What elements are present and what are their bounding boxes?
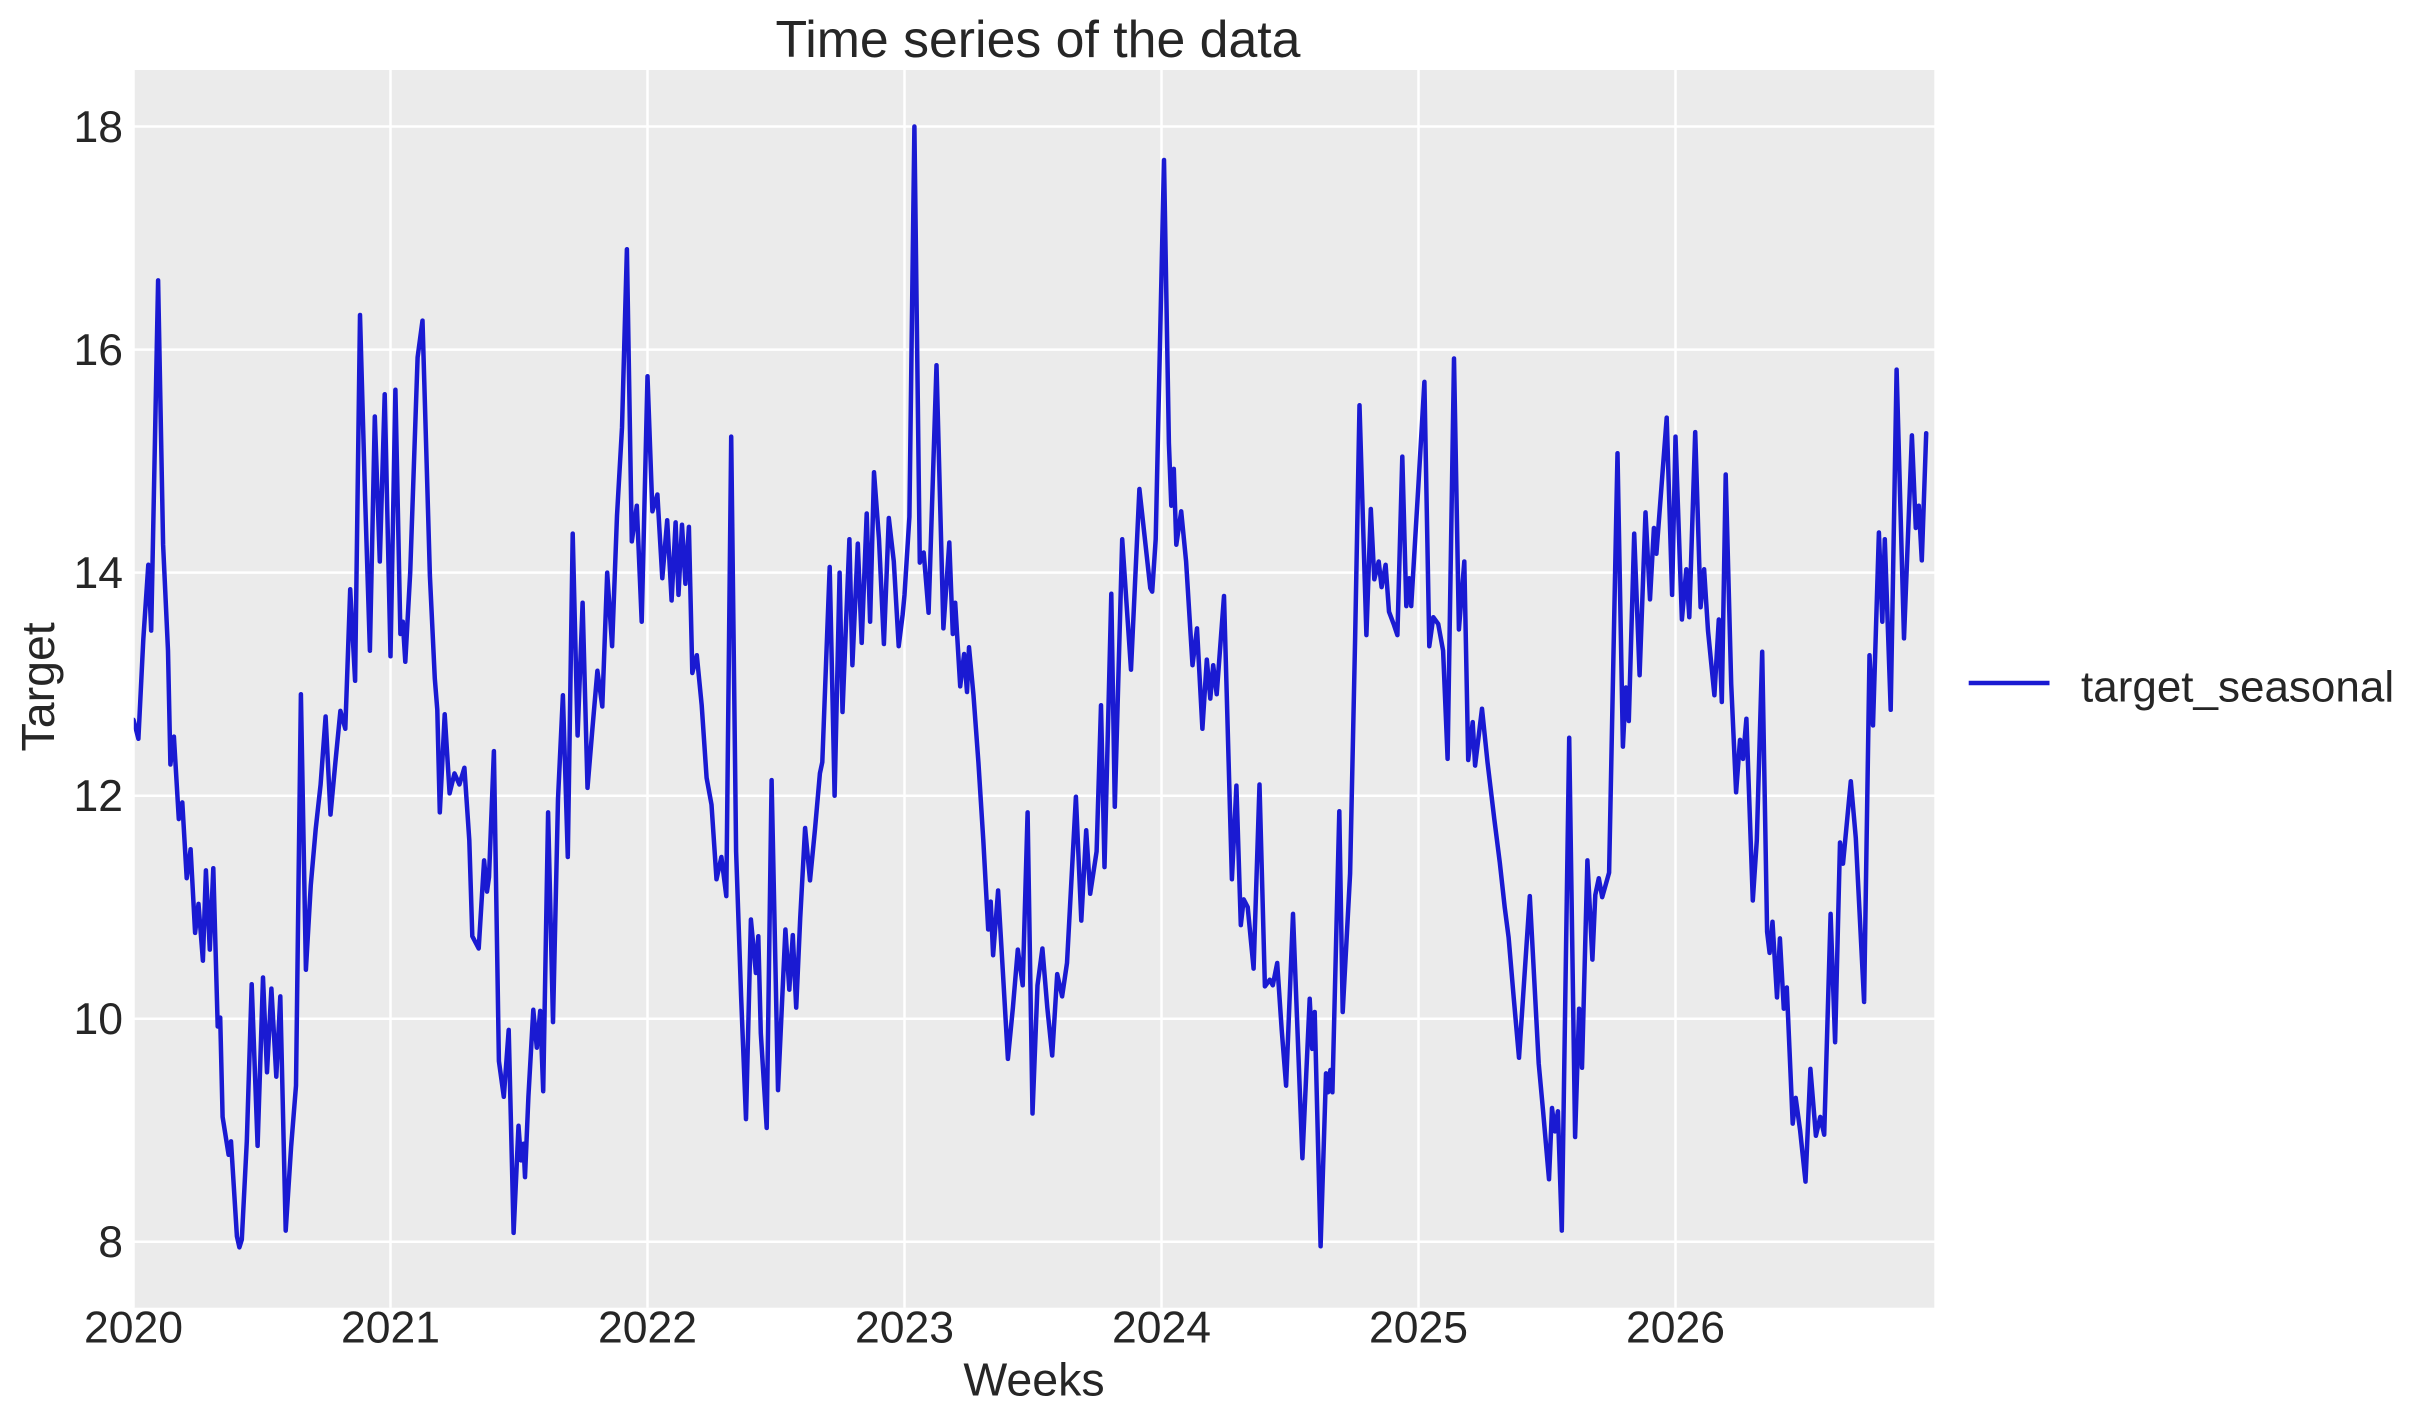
svg-text:12: 12 xyxy=(74,772,124,821)
svg-text:18: 18 xyxy=(74,103,124,152)
svg-text:14: 14 xyxy=(74,549,124,598)
svg-text:2021: 2021 xyxy=(341,1304,440,1353)
svg-text:2025: 2025 xyxy=(1369,1304,1468,1353)
svg-text:10: 10 xyxy=(74,995,124,1044)
svg-text:8: 8 xyxy=(98,1218,123,1267)
svg-text:2022: 2022 xyxy=(598,1304,697,1353)
svg-text:target_seasonal: target_seasonal xyxy=(2081,663,2394,712)
svg-text:Weeks: Weeks xyxy=(963,1354,1104,1406)
svg-text:Target: Target xyxy=(12,622,64,751)
svg-text:2026: 2026 xyxy=(1626,1304,1725,1353)
svg-text:2024: 2024 xyxy=(1112,1304,1211,1353)
svg-text:Time series of the data: Time series of the data xyxy=(776,10,1301,68)
svg-text:2023: 2023 xyxy=(855,1304,954,1353)
svg-text:2020: 2020 xyxy=(84,1304,183,1353)
svg-text:16: 16 xyxy=(74,326,124,375)
